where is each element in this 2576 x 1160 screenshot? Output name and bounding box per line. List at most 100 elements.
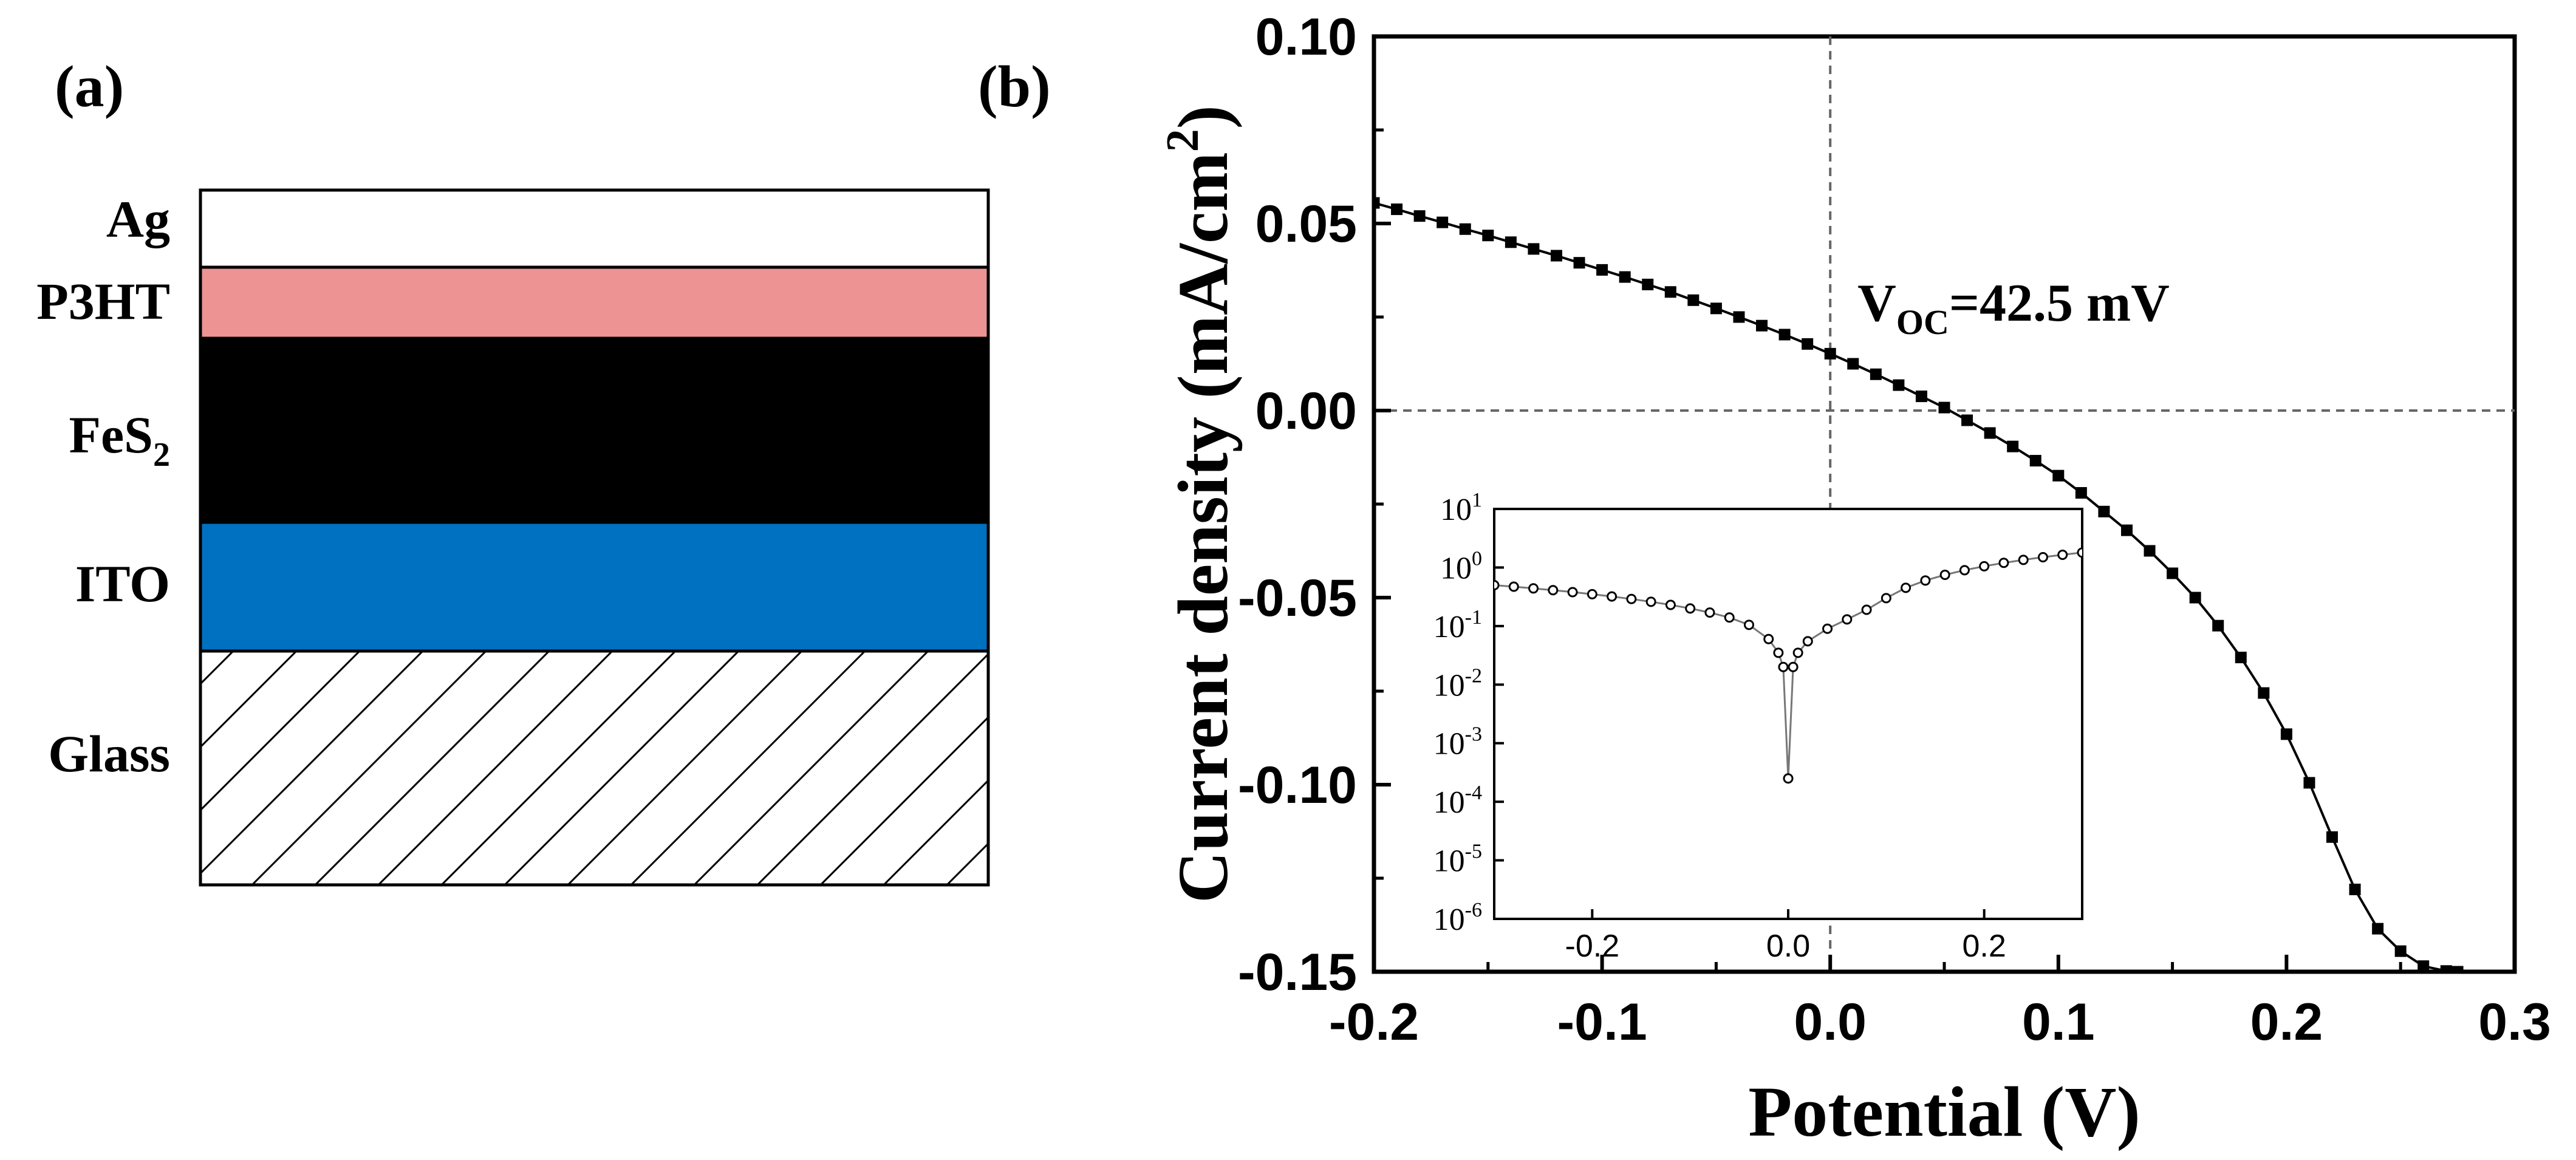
data-point: [1619, 271, 1631, 283]
inset-data-point: [1704, 607, 1715, 618]
main-series: [1374, 197, 2464, 972]
layer-label-ag: Ag: [106, 190, 170, 248]
main-ytick-labels: 0.10 0.05 0.00 -0.05 -0.10 -0.15: [1238, 8, 1357, 1001]
layer-label-p3ht: P3HT: [36, 272, 170, 330]
voc-annotation-rest: =42.5 mV: [1949, 274, 2170, 333]
data-point: [1870, 368, 1882, 380]
voc-annotation-sub: OC: [1896, 302, 1949, 342]
data-point: [2394, 945, 2407, 957]
layer-label-ito: ITO: [75, 554, 170, 613]
main-xtick-labels: -0.2 -0.1 0.0 0.1 0.2 0.3: [1329, 993, 2551, 1051]
inset-y-tick-label: 10-5: [1433, 841, 1482, 879]
inset-data-point: [1645, 596, 1656, 607]
data-point: [1413, 210, 1426, 222]
data-point: [1528, 243, 1540, 255]
panel-a-label: (a): [55, 54, 124, 120]
inset-data-point: [1778, 661, 1789, 672]
data-point: [1915, 391, 1927, 403]
y-tick-label: -0.05: [1238, 569, 1357, 627]
inset-data-point: [2077, 547, 2082, 558]
inset-data-point: [1743, 619, 1754, 630]
panel-b: (b) -0.2 -0.1 0.0 0.1 0.2 0.3 0.100.050.00-0.…: [978, 8, 2551, 1151]
layer-label-glass: Glass: [48, 725, 170, 783]
inset-y-tick-label: 10-3: [1433, 723, 1482, 762]
data-point: [2258, 687, 2270, 699]
inset-series: [1494, 547, 2082, 784]
layer-glass: [199, 649, 990, 887]
voc-annotation: VOC=42.5 mV: [1857, 274, 2170, 342]
inset-data-point: [1901, 582, 1912, 593]
layer-fes2: [199, 336, 990, 524]
data-point: [1961, 414, 1973, 426]
inset-ytick-labels: 101 100 10-1 10-2 10-3 10-4 10-5 10-6: [1433, 489, 1482, 937]
layer-ag: [199, 188, 990, 269]
inset-data-point: [1939, 569, 1950, 580]
inset-data-point: [1959, 565, 1970, 576]
data-point: [2075, 487, 2087, 499]
x-tick-label: 0.1: [2022, 993, 2095, 1051]
inset-plot-bg: [1494, 509, 2082, 919]
layer-ito: [199, 520, 990, 653]
inset-data-point: [1508, 581, 1519, 592]
data-point: [1664, 286, 1676, 298]
data-point: [1687, 294, 1700, 306]
panel-b-label: (b): [978, 54, 1051, 120]
inset-y-tick-label: 10-2: [1433, 664, 1482, 703]
inset-data-point: [2057, 549, 2068, 560]
data-point: [2007, 440, 2019, 452]
data-point: [2098, 505, 2110, 517]
inset-data-point: [1788, 661, 1799, 672]
inset-data-point: [1783, 773, 1794, 784]
x-tick-label: -0.1: [1557, 993, 1647, 1051]
inset-data-point: [1773, 647, 1784, 658]
inset-data-point: [1979, 561, 1990, 571]
inset-data-point: [1528, 583, 1539, 594]
inset-y-tick-label: 101: [1440, 489, 1482, 527]
inset-y-tick-label: 10-4: [1433, 782, 1482, 820]
data-point: [1824, 347, 1836, 360]
data-point: [1893, 379, 1905, 391]
x-axis-label: Potential (V): [1748, 1072, 2140, 1151]
data-point: [2303, 777, 2315, 789]
inset-data-point: [1802, 636, 1813, 647]
data-point: [1550, 250, 1562, 262]
inset-data-point: [1861, 604, 1872, 615]
data-point: [1482, 230, 1494, 242]
y-tick-label: 0.00: [1256, 382, 1357, 440]
data-point: [1642, 278, 1654, 290]
data-point: [2451, 966, 2464, 972]
inset-data-point: [1881, 593, 1891, 604]
inset-data-point: [1822, 623, 1833, 634]
inset-data-point: [1626, 593, 1637, 604]
data-point: [1505, 236, 1517, 248]
y-tick-label: -0.15: [1238, 943, 1357, 1001]
data-point: [1391, 203, 1403, 216]
inset-data-point: [1665, 599, 1676, 610]
data-point: [1847, 358, 1859, 370]
inset-data-point: [2018, 554, 2029, 565]
data-point: [1596, 264, 1608, 276]
data-point: [2280, 728, 2292, 740]
panel-a: (a) Ag P3HT FeS2 ITO Glass: [36, 54, 990, 887]
data-point: [2167, 567, 2179, 579]
inset-data-point: [1685, 603, 1696, 614]
y-axis-label-main: Current density (mA/cm: [1163, 152, 1243, 903]
data-point: [1938, 401, 1950, 414]
data-point: [2326, 831, 2339, 843]
voc-annotation-main: V: [1857, 274, 1896, 333]
data-point: [1459, 223, 1471, 235]
y-axis-label: Current density (mA/cm2): [1157, 105, 1243, 903]
inset-data-point: [1724, 612, 1735, 623]
y-axis-label-end: ): [1163, 105, 1243, 129]
layer-label-fes2-main: FeS: [69, 406, 153, 464]
data-point: [1733, 311, 1745, 323]
inset-data-point: [1548, 585, 1559, 596]
data-point: [1984, 427, 1996, 439]
data-point: [2120, 524, 2133, 536]
inset-data-point: [1792, 647, 1803, 658]
device-stack: [199, 188, 990, 887]
inset-x-tick-label: 0.0: [1766, 929, 1810, 964]
data-point: [2372, 923, 2384, 935]
inset-x-tick-label: 0.2: [1963, 929, 2006, 964]
